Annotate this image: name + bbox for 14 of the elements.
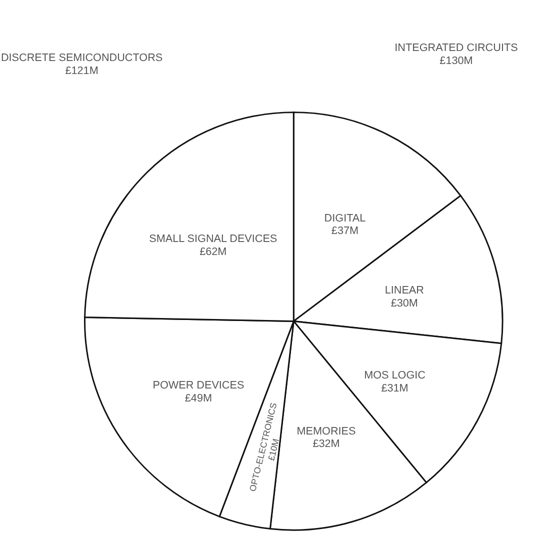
data-label: £31M [381,382,408,394]
text: DISCRETE SEMICONDUCTORS £121M [0,52,163,77]
text: INTEGRATED CIRCUITS £130M [394,42,518,68]
data-label: £32M [312,438,340,450]
slice-label: LINEAR [384,284,424,297]
data-label: £62M [200,246,227,258]
slice-label: MOS LOGIC [364,370,426,382]
slice-label: MEMORIES [296,425,356,438]
data-label: £37M [331,225,359,238]
slice-label: DIGITAL [324,212,366,224]
data-label: £30M [390,297,418,310]
slice-label: POWER DEVICES [152,380,244,392]
slice-label: SMALL SIGNAL DEVICES [149,233,278,246]
data-label: £49M [184,392,212,404]
